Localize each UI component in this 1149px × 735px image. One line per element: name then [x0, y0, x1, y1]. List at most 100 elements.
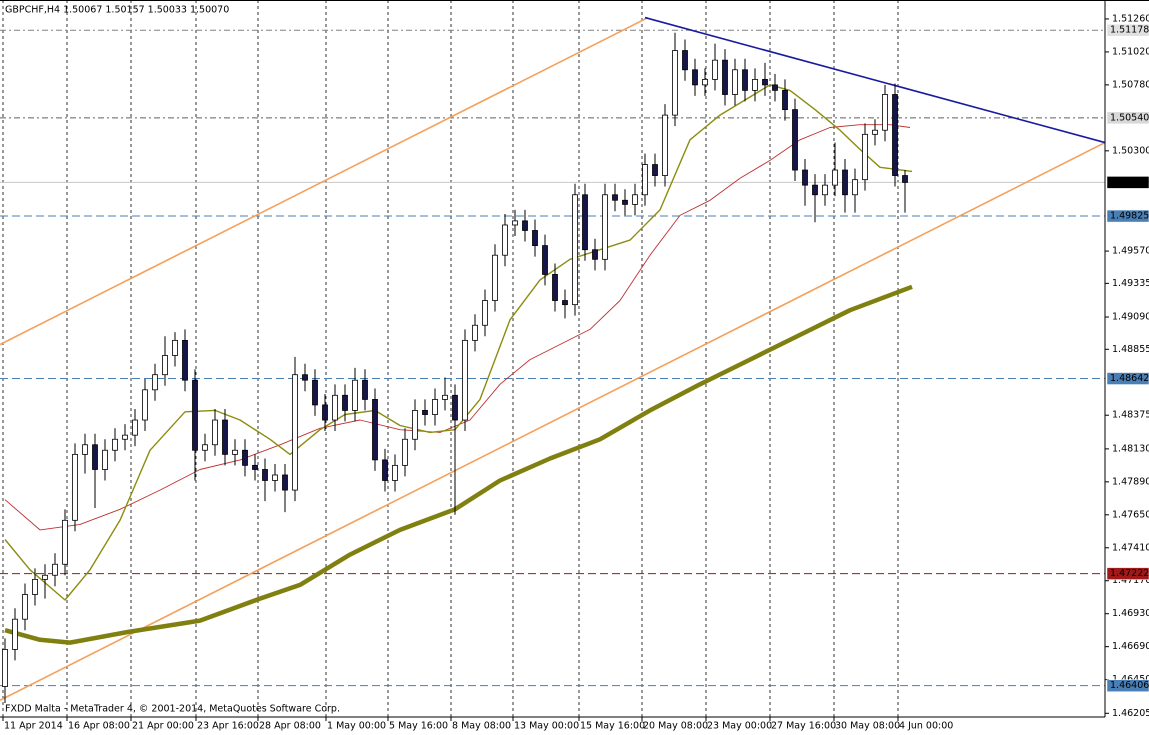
- y-tick-label: 1.51260: [1112, 13, 1149, 24]
- x-tick-label: 28 Apr 08:00: [259, 721, 321, 732]
- candle-body: [42, 574, 48, 580]
- candle-body: [652, 164, 658, 176]
- y-tick-label: 1.47650: [1112, 509, 1149, 520]
- candle-body: [242, 449, 248, 466]
- candle-body: [12, 618, 18, 650]
- candle-body: [92, 444, 98, 470]
- price-level-tag: [1106, 679, 1149, 692]
- candle-body: [902, 175, 908, 183]
- candle-body: [2, 649, 8, 687]
- x-tick-label: 13 May 00:00: [514, 721, 579, 732]
- candle-body: [142, 389, 148, 421]
- candle-body: [812, 184, 818, 196]
- y-tick-label: 1.47890: [1112, 476, 1149, 487]
- candle-body: [482, 300, 488, 326]
- candle-body: [412, 410, 418, 440]
- candle-body: [512, 220, 518, 226]
- y-tick-label: 1.46205: [1112, 708, 1149, 719]
- candle-body: [642, 164, 648, 196]
- candle-body: [572, 194, 578, 306]
- price-level-tag: [1106, 567, 1149, 580]
- candle-body: [692, 69, 698, 86]
- x-tick-label: 16 Apr 08:00: [68, 721, 130, 732]
- moving-average: [4, 284, 913, 645]
- candle-body: [712, 59, 718, 80]
- x-tick-label: 30 May 08:00: [835, 721, 900, 732]
- price-level-label: 1.51178: [1110, 25, 1149, 36]
- price-level-tag: [1106, 23, 1149, 37]
- candle-body: [332, 394, 338, 421]
- x-tick-label: 15 May 16:00: [580, 721, 645, 732]
- y-tick-label: 1.50300: [1112, 145, 1149, 156]
- candle-body: [732, 69, 738, 95]
- candle-body: [782, 89, 788, 111]
- candle-body: [862, 133, 868, 181]
- candle-body: [162, 355, 168, 376]
- candle-body: [282, 474, 288, 491]
- candle-body: [472, 324, 478, 341]
- y-tick-label: 1.51020: [1112, 46, 1149, 57]
- candle-body: [352, 379, 358, 411]
- candle-body: [462, 339, 468, 421]
- y-tick-label: 1.48855: [1112, 344, 1149, 355]
- candle-body: [302, 374, 308, 381]
- candle-body: [682, 50, 688, 71]
- candle-body: [632, 194, 638, 205]
- y-tick-label: 1.50780: [1112, 79, 1149, 90]
- candle-body: [502, 224, 508, 256]
- candle-body: [82, 444, 88, 455]
- price-level-label: 1.50070: [1110, 177, 1149, 188]
- candle-body: [562, 300, 568, 306]
- x-tick-label: 20 May 08:00: [643, 721, 708, 732]
- candle-body: [752, 78, 758, 91]
- candle-body: [672, 50, 678, 116]
- candle-body: [32, 578, 38, 595]
- y-tick-label: 1.46690: [1112, 641, 1149, 652]
- candle-body: [722, 59, 728, 95]
- x-tick-label: 1 May 00:00: [327, 721, 386, 732]
- candle-body: [612, 194, 618, 201]
- candle-body: [312, 379, 318, 406]
- candle-body: [272, 474, 278, 481]
- candle-body: [122, 434, 128, 440]
- candle-body: [442, 394, 448, 400]
- candle-body: [342, 394, 348, 411]
- candle-body: [542, 245, 548, 275]
- candle-body: [882, 94, 888, 131]
- candle-body: [72, 453, 78, 521]
- candle-body: [62, 519, 68, 565]
- candle-body: [792, 109, 798, 171]
- price-level-tag: [1106, 176, 1149, 189]
- candle-body: [292, 374, 298, 491]
- candle-body: [152, 374, 158, 391]
- candle-body: [402, 438, 408, 466]
- candle-body: [362, 379, 368, 400]
- candle-body: [322, 404, 328, 421]
- candle-body: [802, 169, 808, 186]
- candle-body: [252, 464, 258, 470]
- price-level-label: 1.50540: [1110, 112, 1149, 123]
- candle-body: [132, 419, 138, 436]
- y-tick-label: 1.49570: [1112, 246, 1149, 257]
- candle-body: [172, 339, 178, 356]
- candle-body: [552, 274, 558, 301]
- price-level-label: 1.48642: [1110, 373, 1149, 384]
- moving-average: [4, 124, 911, 531]
- candle-body: [852, 179, 858, 196]
- candle-body: [372, 399, 378, 461]
- trend-line: [0, 16, 649, 346]
- y-tick-label: 1.49335: [1112, 278, 1149, 289]
- candle-body: [22, 594, 28, 620]
- y-tick-label: 1.48375: [1112, 410, 1149, 421]
- y-tick-label: 1.49090: [1112, 312, 1149, 323]
- candle-body: [202, 444, 208, 451]
- candle-body: [532, 230, 538, 246]
- candle-body: [492, 254, 498, 301]
- candle-body: [232, 449, 238, 455]
- candle-body: [702, 78, 708, 86]
- moving-average: [4, 84, 913, 601]
- price-level-label: 1.46406: [1110, 680, 1149, 691]
- candle-body: [772, 84, 778, 91]
- candle-body: [222, 419, 228, 455]
